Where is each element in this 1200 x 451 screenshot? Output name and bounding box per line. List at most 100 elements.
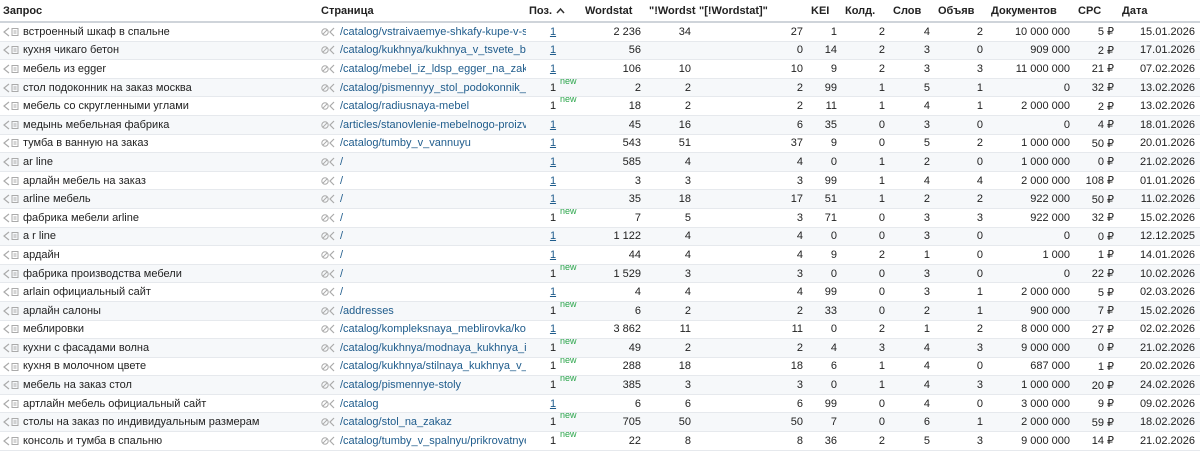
icon[interactable] xyxy=(3,306,19,316)
column-header[interactable]: Запрос xyxy=(0,0,318,23)
page-link[interactable]: /addresses xyxy=(340,304,394,317)
icon[interactable] xyxy=(321,362,336,372)
column-header[interactable]: CPC xyxy=(1075,0,1119,23)
page-link[interactable]: / xyxy=(340,267,344,280)
position-link[interactable]: 1 xyxy=(549,62,557,75)
column-header[interactable]: Слов xyxy=(890,0,935,23)
position: 1 xyxy=(549,100,557,113)
column-header[interactable]: Объяв xyxy=(935,0,988,23)
position-link[interactable]: 1 xyxy=(549,118,557,131)
icon[interactable] xyxy=(3,287,19,297)
icon[interactable] xyxy=(3,324,19,334)
icon[interactable] xyxy=(3,138,19,148)
icon[interactable] xyxy=(321,101,336,111)
icon[interactable] xyxy=(321,417,336,427)
icon[interactable] xyxy=(321,27,336,37)
icon[interactable] xyxy=(3,362,19,372)
query-text: арлайн мебель на заказ xyxy=(23,174,146,187)
icon[interactable] xyxy=(3,343,19,353)
page-link[interactable]: /catalog/kukhnya/kukhnya_v_tsvete_beton_… xyxy=(340,44,526,57)
position-link[interactable]: 1 xyxy=(549,248,557,261)
page-link[interactable]: / xyxy=(340,286,344,299)
page-link[interactable]: /catalog/tumby_v_vannuyu xyxy=(340,137,471,150)
icon[interactable] xyxy=(3,194,19,204)
page-link[interactable]: / xyxy=(340,230,344,243)
position-link[interactable]: 1 xyxy=(549,286,557,299)
page-link[interactable]: / xyxy=(340,211,344,224)
position-link[interactable]: 1 xyxy=(549,193,557,206)
page-link[interactable]: /catalog/kukhnya/modnaya_kukhnya_iz_kol.… xyxy=(340,341,526,354)
icon[interactable] xyxy=(3,417,19,427)
icon[interactable] xyxy=(321,194,336,204)
icon[interactable] xyxy=(3,45,19,55)
column-header[interactable]: Дата xyxy=(1119,0,1200,23)
position-link[interactable]: 1 xyxy=(549,44,557,57)
icon[interactable] xyxy=(3,27,19,37)
position-link[interactable]: 1 xyxy=(549,137,557,150)
position-link[interactable]: 1 xyxy=(549,155,557,168)
column-header[interactable]: Wordstat xyxy=(582,0,646,23)
page-link[interactable]: /catalog/pismennye-stoly xyxy=(340,379,462,392)
page-link[interactable]: /articles/stanovlenie-mebelnogo-proizvod… xyxy=(340,118,526,131)
page-link[interactable]: / xyxy=(340,174,344,187)
column-header[interactable]: Поз. xyxy=(526,0,582,23)
column-header[interactable]: Колд. xyxy=(842,0,890,23)
page-link[interactable]: / xyxy=(340,248,344,261)
icon[interactable] xyxy=(3,269,19,279)
icon[interactable] xyxy=(321,343,336,353)
position: 1 xyxy=(549,416,557,429)
icon[interactable] xyxy=(321,436,336,446)
column-header[interactable]: "!Wordstat" xyxy=(646,0,696,23)
icon[interactable] xyxy=(321,231,336,241)
page-link[interactable]: /catalog/kompleksnaya_meblirovka/kompl..… xyxy=(340,323,526,336)
position-link[interactable]: 1 xyxy=(549,25,557,38)
icon[interactable] xyxy=(3,380,19,390)
icon[interactable] xyxy=(321,399,336,409)
icon[interactable] xyxy=(3,64,19,74)
icon[interactable] xyxy=(3,83,19,93)
column-header[interactable]: Страница xyxy=(318,0,526,23)
header-text[interactable]: Поз. xyxy=(529,4,553,17)
icon[interactable] xyxy=(321,45,336,55)
column-header[interactable]: Документов xyxy=(988,0,1075,23)
icon[interactable] xyxy=(321,269,336,279)
page-link[interactable]: /catalog/tumby_v_spalnyu/prikrovatnye_tu… xyxy=(340,434,526,447)
icon[interactable] xyxy=(3,176,19,186)
icon[interactable] xyxy=(321,306,336,316)
icon[interactable] xyxy=(3,250,19,260)
icon[interactable] xyxy=(321,213,336,223)
column-header[interactable]: KEI xyxy=(808,0,842,23)
page-link[interactable]: /catalog/mebel_iz_ldsp_egger_na_zakaz xyxy=(340,62,526,75)
icon[interactable] xyxy=(3,436,19,446)
page-link[interactable]: /catalog xyxy=(340,397,379,410)
icon[interactable] xyxy=(3,101,19,111)
sort-arrow[interactable] xyxy=(556,7,565,14)
icon[interactable] xyxy=(321,138,336,148)
icon[interactable] xyxy=(321,287,336,297)
page-link[interactable]: /catalog/radiusnaya-mebel xyxy=(340,100,470,113)
icon[interactable] xyxy=(3,213,19,223)
position-link[interactable]: 1 xyxy=(549,230,557,243)
page-link[interactable]: /catalog/vstraivaemye-shkafy-kupe-v-spal… xyxy=(340,25,526,38)
position-link[interactable]: 1 xyxy=(549,323,557,336)
position-link[interactable]: 1 xyxy=(549,397,557,410)
icon[interactable] xyxy=(321,250,336,260)
page-link[interactable]: /catalog/stol_na_zakaz xyxy=(340,416,452,429)
position-link[interactable]: 1 xyxy=(549,174,557,187)
icon[interactable] xyxy=(3,231,19,241)
icon[interactable] xyxy=(321,83,336,93)
icon[interactable] xyxy=(321,64,336,74)
column-header[interactable]: "[!Wordstat]" xyxy=(696,0,808,23)
page-link[interactable]: / xyxy=(340,155,344,168)
icon[interactable] xyxy=(321,324,336,334)
page-link[interactable]: /catalog/kukhnya/stilnaya_kukhnya_v_nezh… xyxy=(340,360,526,373)
icon[interactable] xyxy=(321,380,336,390)
icon[interactable] xyxy=(3,120,19,130)
icon[interactable] xyxy=(321,157,336,167)
icon[interactable] xyxy=(321,176,336,186)
page-link[interactable]: /catalog/pismennyy_stol_podokonnik_na_z.… xyxy=(340,81,526,94)
icon[interactable] xyxy=(321,120,336,130)
icon[interactable] xyxy=(3,157,19,167)
icon[interactable] xyxy=(3,399,19,409)
page-link[interactable]: / xyxy=(340,193,344,206)
